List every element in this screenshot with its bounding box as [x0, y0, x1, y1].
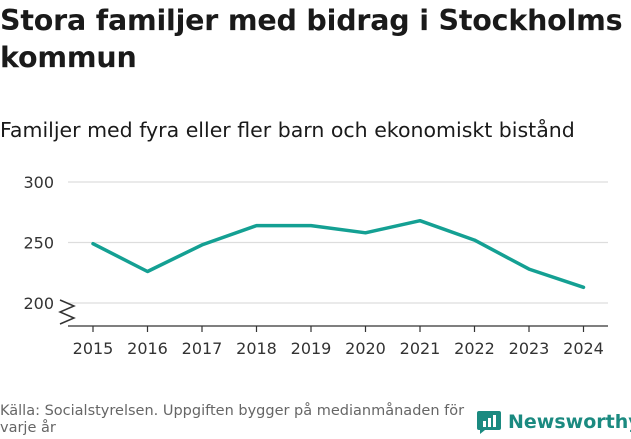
axis-break-icon	[58, 299, 76, 325]
x-axis	[68, 325, 608, 332]
y-axis-labels: 200 250 300	[23, 173, 54, 313]
x-tick-label: 2019	[291, 339, 332, 358]
x-axis-labels: 2015 2016 2017 2018 2019 2020 2021 2022 2023 2024	[73, 339, 604, 358]
x-tick-label: 2024	[563, 339, 604, 358]
newsworthy-logo-icon	[477, 411, 501, 434]
x-tick-label: 2015	[73, 339, 114, 358]
x-tick-label: 2017	[182, 339, 223, 358]
source-note: Källa: Socialstyrelsen. Uppgiften bygger…	[0, 403, 465, 436]
series-line-familjer	[91, 218, 586, 290]
y-tick-label: 250	[23, 234, 54, 253]
brand-name: Newsworthy	[508, 411, 631, 433]
brand-logo: Newsworthy	[476, 409, 631, 435]
y-tick-label: 300	[23, 173, 54, 192]
chart-subtitle: Familjer med fyra eller fler barn och ek…	[0, 118, 575, 142]
x-tick-label: 2016	[127, 339, 168, 358]
x-tick-label: 2022	[454, 339, 495, 358]
chart-title: Stora familjer med bidrag i Stockholms k…	[0, 4, 623, 74]
x-tick-label: 2020	[345, 339, 386, 358]
x-tick-label: 2021	[400, 339, 441, 358]
x-tick-label: 2023	[509, 339, 550, 358]
y-tick-label: 200	[23, 294, 54, 313]
x-tick-label: 2018	[236, 339, 277, 358]
grid-lines	[68, 181, 608, 304]
